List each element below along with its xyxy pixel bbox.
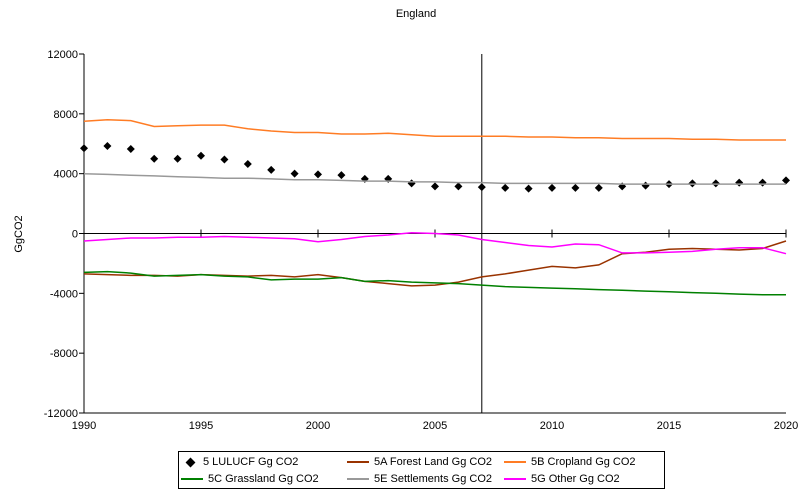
data-point-marker bbox=[548, 183, 556, 192]
x-tick-label: 2005 bbox=[423, 420, 447, 432]
data-point-marker bbox=[758, 178, 767, 187]
legend-label: 5 LULUCF Gg CO2 bbox=[203, 456, 299, 468]
x-tick-label: 1995 bbox=[189, 420, 213, 432]
legend-label: 5B Cropland Gg CO2 bbox=[531, 456, 636, 468]
diamond-marker-icon bbox=[185, 457, 196, 467]
line-swatch-icon bbox=[347, 461, 369, 463]
data-point-marker bbox=[103, 141, 112, 150]
data-point-marker bbox=[267, 165, 276, 174]
legend-label: 5G Other Gg CO2 bbox=[531, 473, 620, 485]
legend-label: 5C Grassland Gg CO2 bbox=[208, 473, 319, 485]
data-point-marker bbox=[80, 144, 88, 153]
data-point-marker bbox=[290, 169, 299, 178]
series-line-3 bbox=[83, 270, 786, 296]
data-point-marker bbox=[197, 151, 205, 160]
legend-label: 5E Settlements Gg CO2 bbox=[374, 473, 492, 485]
data-point-marker bbox=[735, 178, 744, 187]
line-swatch-icon bbox=[181, 478, 203, 480]
data-point-marker bbox=[571, 183, 580, 192]
y-axis-label: GgCO2 bbox=[13, 215, 25, 252]
data-point-marker bbox=[454, 182, 463, 191]
data-point-marker bbox=[337, 171, 346, 180]
legend-item-grassland: 5C Grassland Gg CO2 bbox=[181, 471, 319, 487]
legend-item-forest-land: 5A Forest Land Gg CO2 bbox=[347, 454, 492, 470]
y-tick-label: 8000 bbox=[54, 109, 78, 121]
data-point-marker bbox=[477, 183, 486, 192]
x-tick-label: 2020 bbox=[774, 420, 798, 432]
legend-item-settlements: 5E Settlements Gg CO2 bbox=[347, 471, 492, 487]
series-line-2 bbox=[83, 119, 786, 141]
legend-item-lulucf: 5 LULUCF Gg CO2 bbox=[181, 454, 298, 470]
x-tick-label: 1990 bbox=[72, 420, 96, 432]
data-point-marker bbox=[782, 176, 790, 185]
x-tick-label: 2000 bbox=[306, 420, 330, 432]
y-tick-label: -8000 bbox=[50, 348, 78, 360]
chart-title: England bbox=[396, 8, 436, 20]
series-line-4 bbox=[83, 172, 786, 185]
data-point-marker bbox=[431, 182, 439, 191]
series-line-5 bbox=[83, 232, 787, 255]
series-line-1 bbox=[83, 240, 787, 287]
data-point-marker bbox=[641, 181, 650, 190]
y-tick-label: -4000 bbox=[50, 288, 78, 300]
data-point-marker bbox=[173, 154, 182, 163]
legend-item-cropland: 5B Cropland Gg CO2 bbox=[504, 454, 636, 470]
y-tick-label: 0 bbox=[72, 229, 78, 241]
legend: 5 LULUCF Gg CO2 5A Forest Land Gg CO2 5B… bbox=[178, 451, 665, 489]
y-tick-label: 12000 bbox=[47, 49, 78, 61]
legend-item-other: 5G Other Gg CO2 bbox=[504, 471, 620, 487]
data-point-marker bbox=[524, 184, 533, 193]
data-point-marker bbox=[243, 159, 252, 168]
y-tick-label: -12000 bbox=[44, 408, 78, 420]
series-layer bbox=[80, 119, 790, 296]
data-point-marker bbox=[220, 155, 229, 164]
data-point-marker bbox=[501, 183, 510, 192]
legend-label: 5A Forest Land Gg CO2 bbox=[374, 456, 493, 468]
line-swatch-icon bbox=[504, 461, 526, 463]
line-swatch-icon bbox=[347, 478, 369, 480]
data-point-marker bbox=[314, 170, 322, 179]
data-point-marker bbox=[407, 179, 416, 188]
y-tick-label: 4000 bbox=[54, 169, 78, 181]
line-swatch-icon bbox=[504, 478, 526, 480]
x-tick-label: 2010 bbox=[540, 420, 564, 432]
data-point-marker bbox=[594, 183, 603, 192]
x-tick-label: 2015 bbox=[657, 420, 681, 432]
data-point-marker bbox=[150, 154, 159, 163]
data-point-marker bbox=[126, 144, 135, 153]
